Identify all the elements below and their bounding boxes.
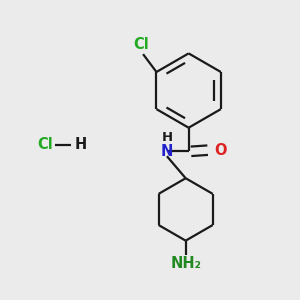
Text: Cl: Cl (134, 37, 149, 52)
Text: NH₂: NH₂ (170, 256, 201, 272)
Text: Cl: Cl (38, 136, 53, 152)
Text: N: N (161, 144, 173, 159)
Text: O: O (214, 142, 226, 158)
Text: H: H (74, 136, 86, 152)
Text: H: H (161, 131, 172, 144)
